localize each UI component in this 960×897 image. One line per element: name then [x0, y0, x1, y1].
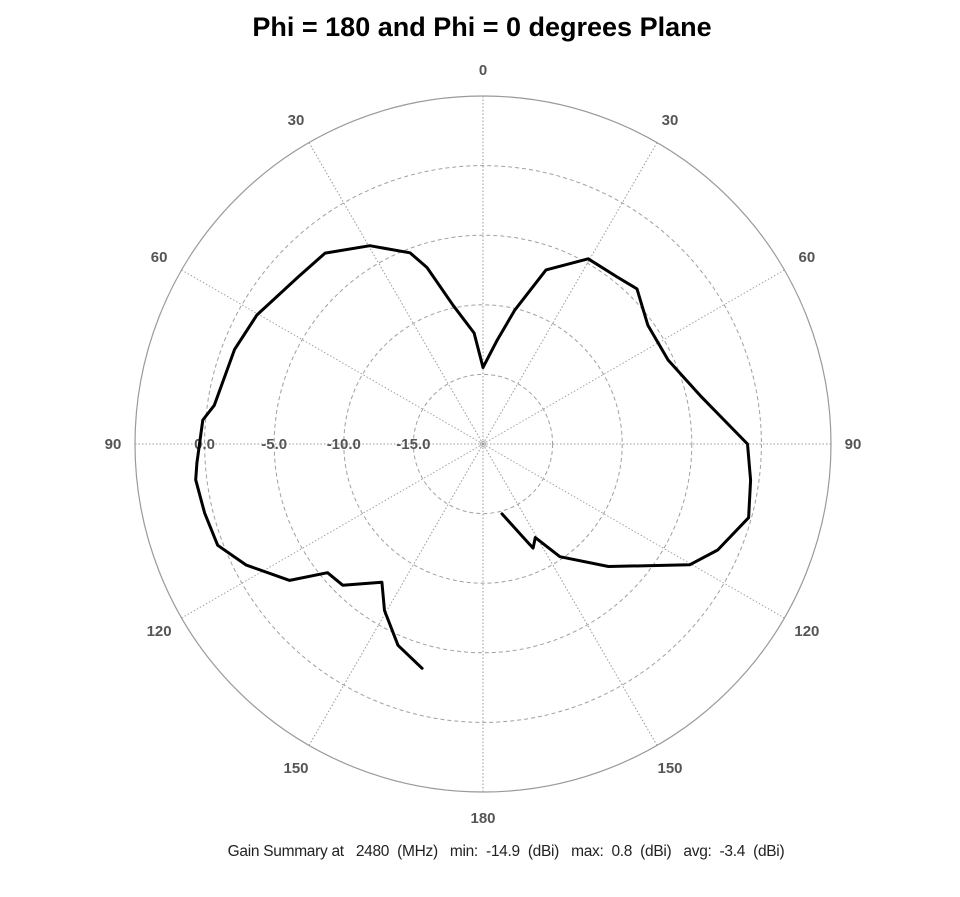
summary-frequency-unit: (MHz) [397, 843, 438, 860]
radial-spoke [482, 142, 658, 445]
radial-spoke [482, 443, 658, 746]
radial-spoke [482, 269, 785, 445]
polar-grid [134, 95, 832, 793]
summary-prefix: Gain Summary at [227, 843, 344, 860]
radial-spoke [181, 269, 484, 445]
angle-tick-label: 120 [794, 623, 819, 640]
summary-avg-unit: (dBi) [753, 843, 785, 860]
outer-ring [134, 95, 832, 793]
radial-ring-label: -5.0 [261, 436, 287, 453]
summary-min-value: -14.9 [485, 843, 520, 860]
angle-tick-label: 180 [470, 810, 495, 827]
angle-tick-label: 30 [662, 112, 679, 129]
radial-spoke [482, 443, 785, 619]
grid-ring [412, 373, 554, 515]
summary-avg-value: -3.4 [719, 843, 746, 860]
radial-ring-label: -15.0 [396, 436, 430, 453]
summary-max-label: max: [571, 843, 604, 860]
gain-pattern-curves [194, 244, 753, 670]
angle-tick-label: 60 [151, 249, 168, 266]
angle-tick-label: 120 [147, 623, 172, 640]
angle-tick-label: 150 [283, 760, 308, 777]
angle-tick-label: 90 [105, 436, 122, 453]
summary-max-value: 0.8 [611, 843, 633, 860]
grid-ring [343, 304, 623, 584]
radial-spoke [308, 443, 484, 746]
radial-ring-label: -10.0 [327, 436, 361, 453]
chart-title: Phi = 180 and Phi = 0 degrees Plane [252, 12, 712, 42]
angle-tick-label: 30 [288, 112, 305, 129]
summary-frequency: 2480 [355, 843, 390, 860]
grid-ring [204, 165, 762, 723]
gain-summary: Gain Summary at 2480 (MHz) min: -14.9 (d… [0, 843, 960, 861]
summary-avg-label: avg: [683, 843, 712, 860]
angular-tick-labels: 0 30 60 90 120 150 180 150 120 90 60 30 [105, 62, 862, 827]
summary-min-unit: (dBi) [527, 843, 560, 860]
angle-tick-label: 60 [799, 249, 816, 266]
angle-tick-label: 90 [845, 436, 862, 453]
angle-tick-label: 150 [657, 760, 682, 777]
radial-spoke [308, 142, 484, 445]
center-marker [480, 441, 486, 447]
phi-180-curve [194, 244, 485, 670]
summary-max-unit: (dBi) [640, 843, 672, 860]
angle-tick-label: 0 [479, 62, 487, 79]
summary-min-label: min: [449, 843, 478, 860]
phi-0-curve [481, 257, 753, 568]
radial-spoke [181, 443, 484, 619]
grid-ring [273, 234, 693, 654]
